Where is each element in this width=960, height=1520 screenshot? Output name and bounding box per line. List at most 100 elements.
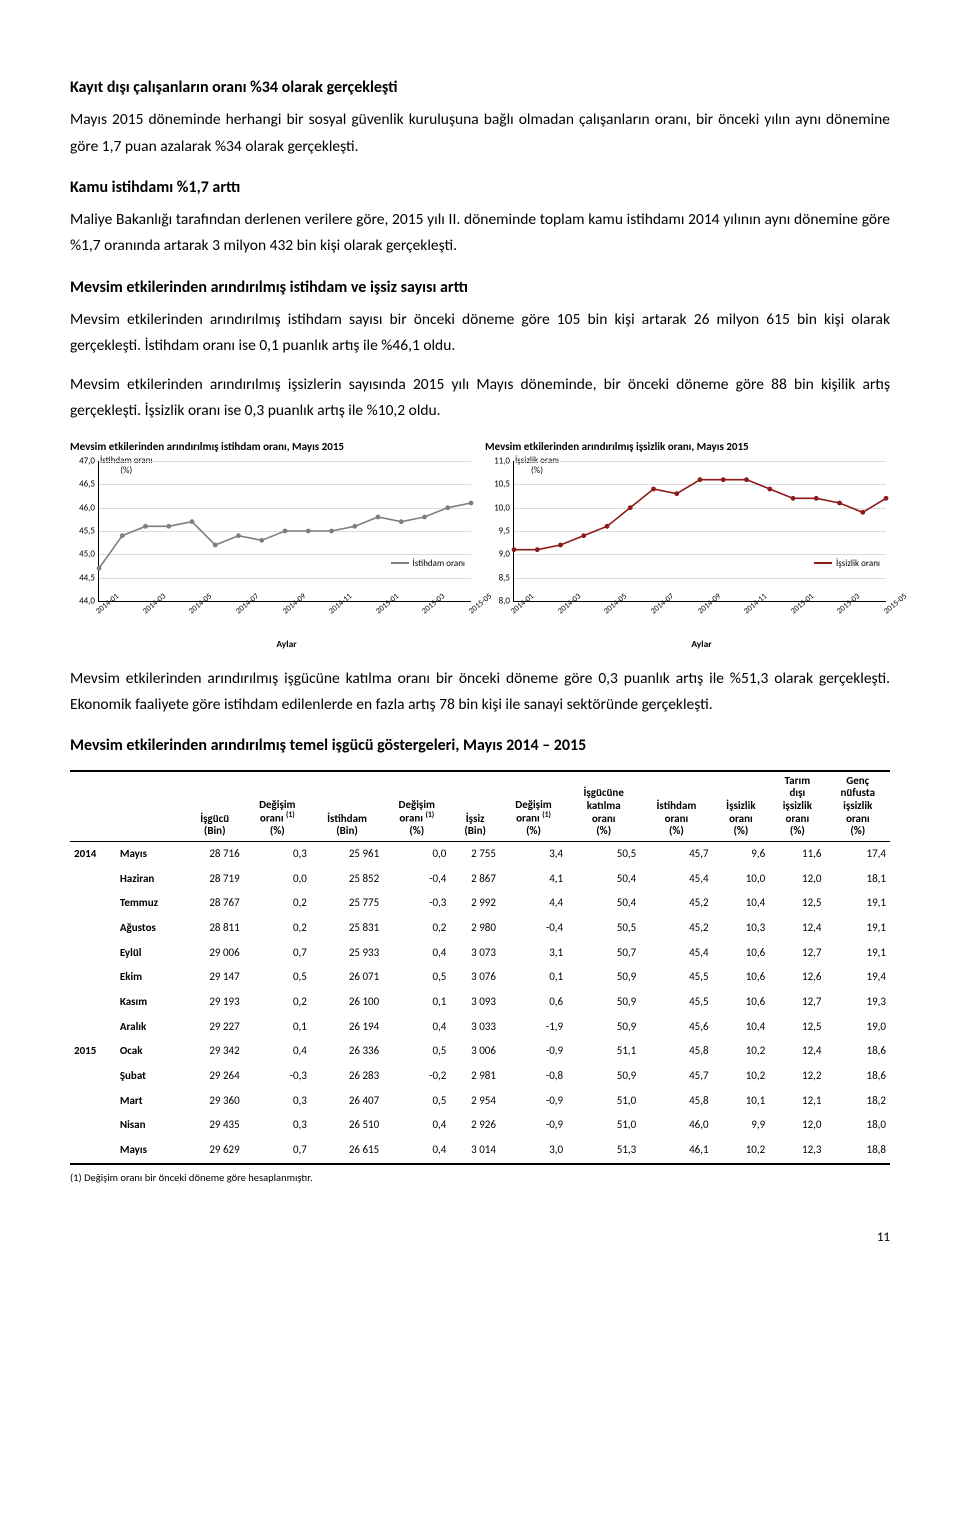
cell-value: 0,0 <box>244 867 311 892</box>
cell-month: Mayıs <box>116 1138 186 1164</box>
cell-value: 0,4 <box>383 1015 450 1040</box>
cell-value: 50,7 <box>567 941 640 966</box>
cell-value: 45,2 <box>640 916 712 941</box>
unemployment-chart-xticks: 2014-012014-032014-052014-072014-092014-… <box>513 604 886 618</box>
y-tick-label: 8,0 <box>488 593 510 608</box>
cell-value: 45,4 <box>640 867 712 892</box>
pct2: (%) <box>409 824 424 837</box>
cell-value: 45,7 <box>640 1064 712 1089</box>
y-tick-label: 44,5 <box>73 570 95 585</box>
cell-value: 29 360 <box>186 1089 244 1114</box>
cell-value: 3 006 <box>450 1039 500 1064</box>
y-tick-label: 45,5 <box>73 523 95 538</box>
table-row: Aralık29 2270,126 1940,43 033-1,950,945,… <box>70 1015 890 1040</box>
th-degisim3: Değişimoranı (1)(%) <box>500 771 567 842</box>
th-degisim1: Değişimoranı (1)(%) <box>244 771 311 842</box>
cell-value: 10,2 <box>713 1138 770 1164</box>
y-tick-label: 9,5 <box>488 523 510 538</box>
cell-value: 0,2 <box>244 916 311 941</box>
table-row: Nisan29 4350,326 5100,42 926-0,951,046,0… <box>70 1113 890 1138</box>
cell-value: 18,2 <box>826 1089 890 1114</box>
cell-value: 2 867 <box>450 867 500 892</box>
cell-value: 3,0 <box>500 1138 567 1164</box>
cell-value: 50,5 <box>567 916 640 941</box>
y-tick-label: 45,0 <box>73 547 95 562</box>
cell-value: 50,4 <box>567 867 640 892</box>
section3-para3: Mevsim etkilerinden arındırılmış işgücün… <box>70 666 890 719</box>
cell-value: 12,7 <box>769 990 825 1015</box>
cell-value: 3,1 <box>500 941 567 966</box>
table-footnote: (1) Değişim oranı bir önceki döneme göre… <box>70 1169 890 1187</box>
section2-para: Maliye Bakanlığı tarafından derlenen ver… <box>70 207 890 260</box>
th-istihdam-orani: İstihdamoranı(%) <box>640 771 712 842</box>
cell-value: 29 193 <box>186 990 244 1015</box>
cell-value: 12,4 <box>769 1039 825 1064</box>
x-tick-label: 2015-03 <box>835 608 844 618</box>
cell-value: 0,2 <box>244 891 311 916</box>
cell-value: 10,3 <box>713 916 770 941</box>
cell-value: 0,5 <box>383 965 450 990</box>
cell-value: 18,6 <box>826 1064 890 1089</box>
cell-value: 0,0 <box>383 841 450 866</box>
cell-value: 2 980 <box>450 916 500 941</box>
table-row: Ağustos28 8110,225 8310,22 980-0,450,545… <box>70 916 890 941</box>
cell-value: 0,6 <box>500 990 567 1015</box>
cell-value: 12,3 <box>769 1138 825 1164</box>
cell-value: 17,4 <box>826 841 890 866</box>
cell-value: 2 954 <box>450 1089 500 1114</box>
pct3: (%) <box>526 824 541 837</box>
cell-value: 3 033 <box>450 1015 500 1040</box>
th-isgucu: İşgücü(Bin) <box>186 771 244 842</box>
cell-value: 0,4 <box>383 1138 450 1164</box>
cell-value: 18,0 <box>826 1113 890 1138</box>
cell-value: 28 719 <box>186 867 244 892</box>
cell-value: 12,2 <box>769 1064 825 1089</box>
x-tick-label: 2014-01 <box>508 608 517 618</box>
section2-heading: Kamu istihdamı %1,7 arttı <box>70 174 890 201</box>
cell-value: 29 342 <box>186 1039 244 1064</box>
cell-value: 0,2 <box>244 990 311 1015</box>
page-number: 11 <box>70 1227 890 1249</box>
cell-value: 25 852 <box>311 867 383 892</box>
cell-value: 0,7 <box>244 1138 311 1164</box>
cell-value: 29 629 <box>186 1138 244 1164</box>
cell-value: 11,6 <box>769 841 825 866</box>
cell-value: -0,4 <box>500 916 567 941</box>
unemployment-chart-plot: 8,08,59,09,510,010,511,0İşsizlik oranı <box>513 461 886 602</box>
cell-value: 10,6 <box>713 990 770 1015</box>
th-degisim2: Değişimoranı (1)(%) <box>383 771 450 842</box>
y-tick-label: 47,0 <box>73 453 95 468</box>
cell-value: 28 811 <box>186 916 244 941</box>
legend-label: İstihdam oranı <box>413 556 466 571</box>
cell-value: 26 283 <box>311 1064 383 1089</box>
unemployment-chart-title: Mevsim etkilerinden arındırılmış işsizli… <box>485 438 890 457</box>
x-tick-label: 2014-09 <box>695 608 704 618</box>
x-tick-label: 2015-01 <box>373 608 382 618</box>
cell-year <box>70 1015 116 1040</box>
cell-value: 2 992 <box>450 891 500 916</box>
cell-value: 51,0 <box>567 1089 640 1114</box>
x-tick-label: 2014-07 <box>233 608 242 618</box>
cell-year <box>70 916 116 941</box>
cell-value: -0,4 <box>383 867 450 892</box>
cell-value: 19,4 <box>826 965 890 990</box>
cell-value: 4,4 <box>500 891 567 916</box>
cell-value: 4,1 <box>500 867 567 892</box>
cell-value: 0,4 <box>244 1039 311 1064</box>
cell-value: -0,3 <box>244 1064 311 1089</box>
cell-value: 0,3 <box>244 1089 311 1114</box>
cell-value: 51,3 <box>567 1138 640 1164</box>
cell-value: 0,4 <box>383 941 450 966</box>
cell-value: 0,7 <box>244 941 311 966</box>
sup2: (1) <box>425 811 434 820</box>
cell-value: 18,6 <box>826 1039 890 1064</box>
cell-year <box>70 891 116 916</box>
cell-month: Mart <box>116 1089 186 1114</box>
cell-value: 12,5 <box>769 1015 825 1040</box>
x-tick-label: 2015-03 <box>420 608 429 618</box>
section3-heading: Mevsim etkilerinden arındırılmış istihda… <box>70 274 890 301</box>
cell-value: 50,9 <box>567 1015 640 1040</box>
cell-year <box>70 1113 116 1138</box>
cell-value: 28 716 <box>186 841 244 866</box>
cell-month: Mayıs <box>116 841 186 866</box>
